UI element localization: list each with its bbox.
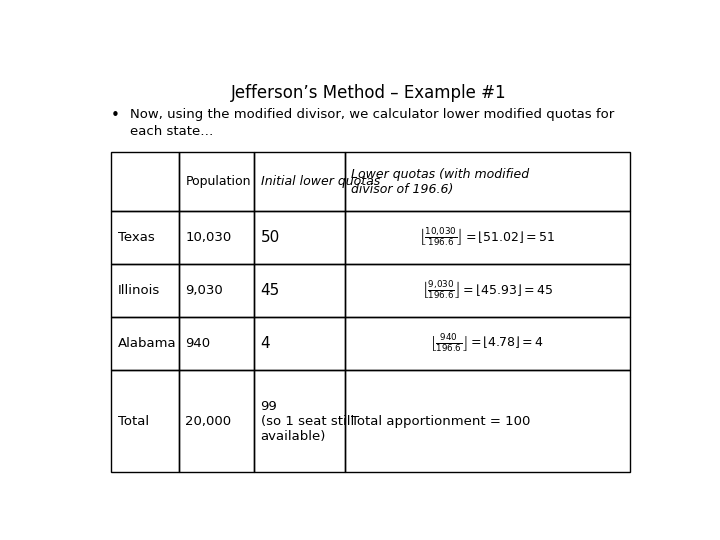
- Text: 940: 940: [185, 337, 210, 350]
- Text: Alabama: Alabama: [118, 337, 176, 350]
- Text: 99
(so 1 seat still
available): 99 (so 1 seat still available): [261, 400, 354, 443]
- Text: 20,000: 20,000: [185, 415, 232, 428]
- Text: Lower quotas (with modified
divisor of 196.6): Lower quotas (with modified divisor of 1…: [351, 168, 529, 195]
- Text: Texas: Texas: [118, 231, 155, 244]
- Text: each state…: each state…: [130, 125, 214, 138]
- Text: Population: Population: [185, 176, 251, 188]
- Text: 45: 45: [261, 283, 280, 298]
- Text: 50: 50: [261, 230, 280, 245]
- Text: $\left\lfloor\frac{\rm 940}{\rm 196.6}\right\rfloor = \left\lfloor 4.78\right\rf: $\left\lfloor\frac{\rm 940}{\rm 196.6}\r…: [431, 333, 544, 354]
- Text: 9,030: 9,030: [185, 284, 223, 297]
- Text: Illinois: Illinois: [118, 284, 160, 297]
- Text: •: •: [111, 109, 120, 124]
- Text: Total: Total: [118, 415, 149, 428]
- Text: Now, using the modified divisor, we calculator lower modified quotas for: Now, using the modified divisor, we calc…: [130, 109, 614, 122]
- Text: Initial lower quotas: Initial lower quotas: [261, 176, 380, 188]
- Text: 10,030: 10,030: [185, 231, 232, 244]
- Text: Total apportionment = 100: Total apportionment = 100: [351, 415, 531, 428]
- Text: Jefferson’s Method – Example #1: Jefferson’s Method – Example #1: [231, 84, 507, 102]
- Text: $\left\lfloor\frac{\rm 10{,}030}{\rm 196.6}\right\rfloor = \left\lfloor 51.02\ri: $\left\lfloor\frac{\rm 10{,}030}{\rm 196…: [419, 226, 556, 249]
- Text: 4: 4: [261, 336, 270, 351]
- Text: $\left\lfloor\frac{\rm 9{,}030}{\rm 196.6}\right\rfloor = \left\lfloor 45.93\rig: $\left\lfloor\frac{\rm 9{,}030}{\rm 196.…: [422, 279, 553, 302]
